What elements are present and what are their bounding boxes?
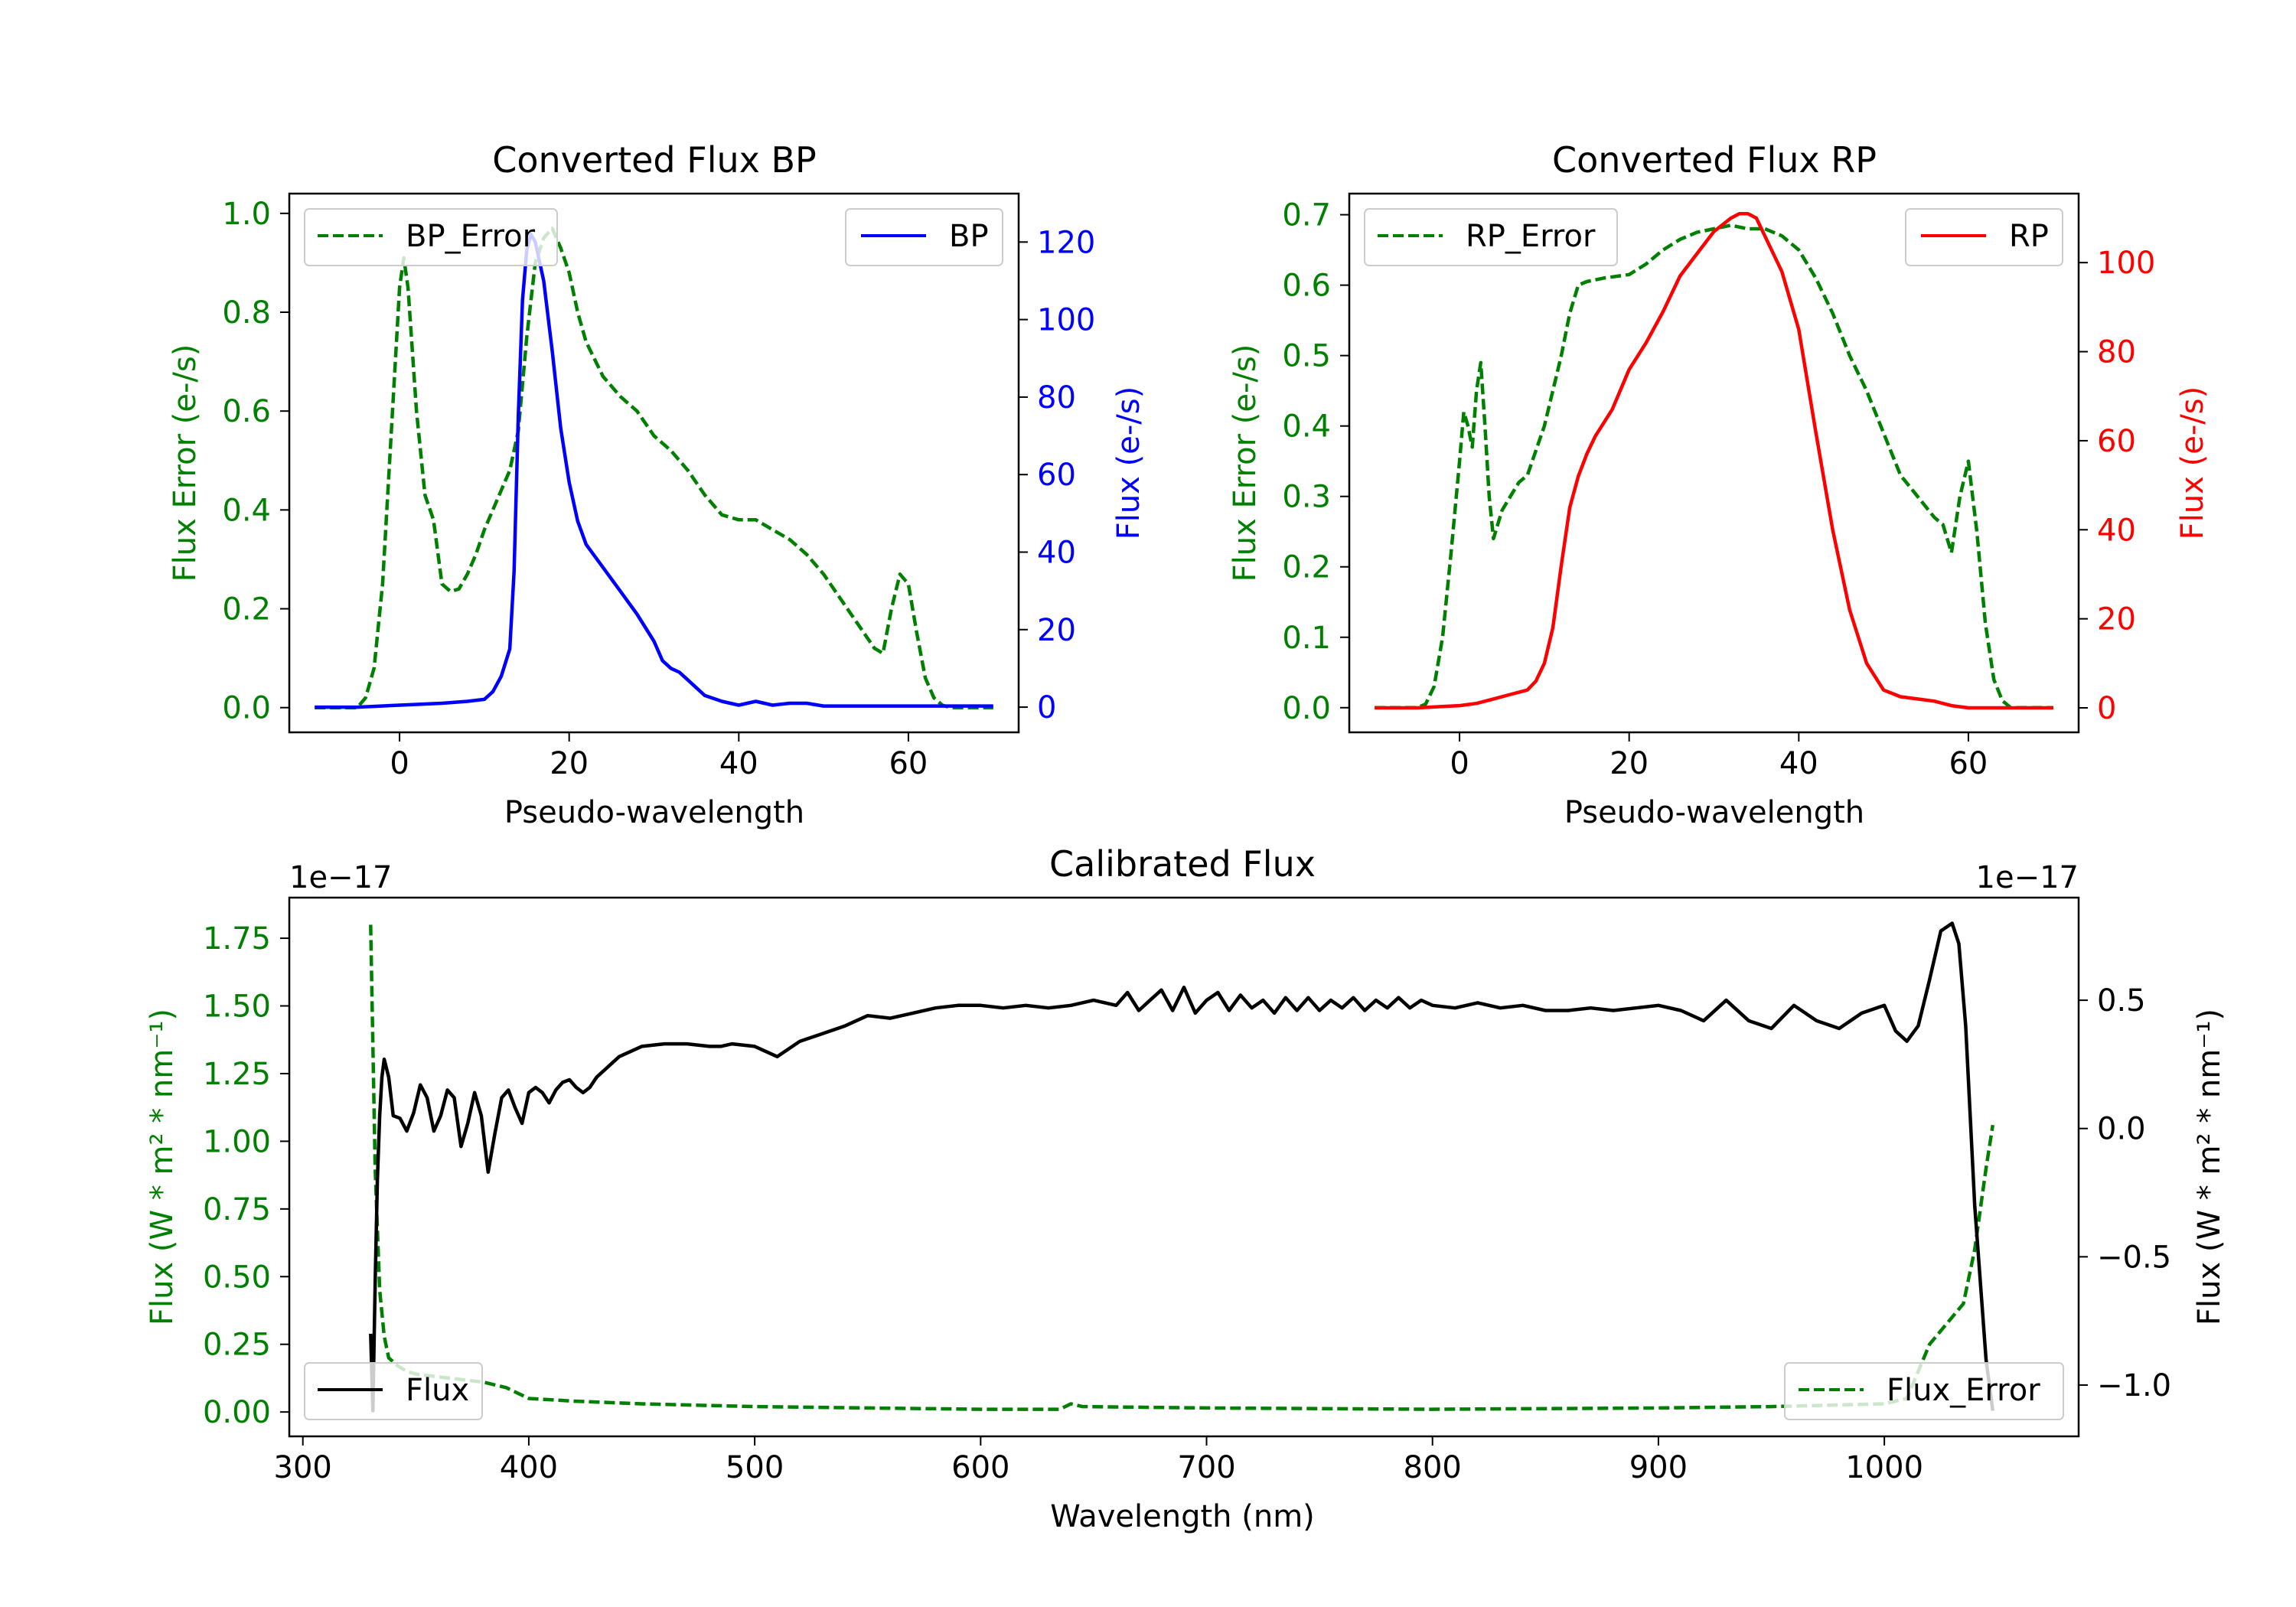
bp-left-axis-label: Flux Error (e-/s) [168, 344, 203, 582]
bp-legend-label: BP [949, 219, 989, 254]
calibrated-x-tick-label: 800 [1404, 1450, 1462, 1485]
bp-right-axis-label: Flux (e-/s) [1111, 386, 1146, 539]
bp-series-bp [315, 232, 993, 709]
bp-left-y-tick-label: 0.6 [222, 394, 271, 429]
rp-right-y-tick-label: 60 [2097, 424, 2136, 459]
bp-right-y-tick-label: 20 [1037, 613, 1076, 648]
calibrated-series-flux [369, 921, 1995, 1413]
rp-chart: Converted Flux RP 0 20 40 60 0.0 0.1 0.2 0.3 0.4… [1228, 139, 2210, 830]
bp-error-legend-label: BP_Error [406, 219, 536, 254]
calibrated-x-tick-label: 600 [951, 1450, 1009, 1485]
rp-series-rp [1375, 211, 2053, 710]
bp-error-legend: BP_Error [304, 208, 558, 266]
calibrated-left-offset: 1e−17 [289, 860, 392, 895]
calibrated-right-offset: 1e−17 [1976, 860, 2079, 895]
calibrated-left-y-tick-label: 0.25 [203, 1328, 271, 1363]
rp-right-y-tick-label: 0 [2097, 691, 2116, 726]
calibrated-axes-frame [288, 896, 2080, 1438]
rp-left-y-tick-label: 0.3 [1282, 480, 1331, 515]
rp-legend: RP [1905, 208, 2063, 266]
bp-x-tick-label: 40 [719, 746, 758, 781]
rp-legend-label: RP [2009, 219, 2049, 254]
rp-left-y-tick-label: 0.6 [1282, 269, 1331, 304]
calibrated-right-y-tick-label: 0.5 [2097, 983, 2146, 1019]
calibrated-x-axis-label: Wavelength (nm) [1050, 1499, 1315, 1534]
flux-error-legend-label: Flux_Error [1887, 1373, 2040, 1408]
rp-x-axis-label: Pseudo-wavelength [1564, 795, 1864, 830]
flux-legend-label: Flux [406, 1373, 469, 1408]
calibrated-x-tick-label: 300 [274, 1450, 332, 1485]
calibrated-x-tick-label: 1000 [1845, 1450, 1923, 1485]
calibrated-chart-title: Calibrated Flux [1049, 843, 1316, 885]
rp-chart-title: Converted Flux RP [1552, 139, 1877, 181]
rp-axes-frame [1348, 192, 2080, 734]
bp-right-y-tick-label: 120 [1037, 225, 1095, 260]
calibrated-left-y-tick-label: 0.75 [203, 1192, 271, 1227]
calibrated-right-y-tick-label: 0.0 [2097, 1112, 2146, 1147]
bp-right-y-tick-label: 0 [1037, 690, 1056, 725]
flux-legend: Flux [304, 1362, 483, 1420]
rp-left-y-tick-label: 0.7 [1282, 198, 1331, 233]
rp-x-tick-label: 0 [1450, 746, 1469, 781]
calibrated-left-y-tick-label: 1.50 [203, 989, 271, 1025]
bp-chart: Converted Flux BP 0 20 40 60 0.0 0.2 0.4 0.6 0.8… [168, 139, 1146, 830]
calibrated-x-tick-label: 900 [1629, 1450, 1688, 1485]
rp-x-tick-label: 20 [1609, 746, 1649, 781]
rp-right-y-tick-label: 100 [2097, 246, 2155, 281]
bp-right-y-tick-label: 100 [1037, 303, 1095, 338]
bp-left-y-tick-label: 0.0 [222, 691, 271, 726]
rp-error-legend-label: RP_Error [1466, 219, 1596, 254]
bp-legend: BP [845, 208, 1003, 266]
rp-left-y-tick-label: 0.5 [1282, 339, 1331, 374]
calibrated-right-y-tick-label: −0.5 [2097, 1240, 2171, 1275]
calibrated-x-tick-label: 400 [500, 1450, 558, 1485]
rp-right-axis-label: Flux (e-/s) [2175, 386, 2210, 539]
rp-error-legend: RP_Error [1364, 208, 1618, 266]
bp-left-y-tick-label: 1.0 [222, 197, 271, 232]
calibrated-left-y-tick-label: 0.50 [203, 1260, 271, 1295]
rp-right-y-tick-label: 20 [2097, 602, 2136, 637]
bp-x-tick-label: 20 [550, 746, 589, 781]
bp-right-y-tick-label: 60 [1037, 458, 1076, 493]
rp-x-tick-label: 60 [1949, 746, 1988, 781]
calibrated-left-axis-label: Flux (W * m² * nm⁻¹) [145, 1009, 180, 1325]
rp-series-rp-error [1375, 223, 2053, 710]
bp-x-axis-label: Pseudo-wavelength [504, 795, 804, 830]
rp-left-y-tick-label: 0.4 [1282, 409, 1331, 445]
bp-axes-frame [288, 192, 1020, 734]
calibrated-left-y-tick-label: 1.00 [203, 1124, 271, 1159]
rp-left-y-tick-label: 0.1 [1282, 621, 1331, 656]
calibrated-right-y-tick-label: −1.0 [2097, 1368, 2171, 1403]
rp-left-y-tick-label: 0.0 [1282, 691, 1331, 726]
calibrated-right-axis-label: Flux (W * m² * nm⁻¹) [2192, 1009, 2227, 1325]
rp-left-y-tick-label: 0.2 [1282, 550, 1331, 585]
calibrated-left-y-tick-label: 0.00 [203, 1395, 271, 1430]
rp-left-axis-label: Flux Error (e-/s) [1228, 344, 1263, 582]
bp-x-tick-label: 60 [889, 746, 928, 781]
rp-right-y-tick-label: 40 [2097, 513, 2136, 548]
calibrated-left-y-tick-label: 1.75 [203, 921, 271, 957]
calibrated-left-y-tick-label: 1.25 [203, 1057, 271, 1092]
rp-x-tick-label: 40 [1779, 746, 1818, 781]
bp-x-tick-label: 0 [390, 746, 409, 781]
bp-series-bp-error [315, 226, 993, 709]
bp-right-y-tick-label: 40 [1037, 535, 1076, 570]
rp-right-y-tick-label: 80 [2097, 335, 2136, 370]
calibrated-x-tick-label: 500 [726, 1450, 784, 1485]
calibrated-chart: Calibrated Flux 1e−17 1e−17 300 400 500 600… [145, 843, 2227, 1534]
calibrated-x-tick-label: 700 [1177, 1450, 1235, 1485]
bp-right-y-tick-label: 80 [1037, 380, 1076, 416]
bp-left-y-tick-label: 0.8 [222, 295, 271, 331]
bp-chart-title: Converted Flux BP [492, 139, 817, 181]
flux-error-legend: Flux_Error [1784, 1362, 2064, 1420]
bp-left-y-tick-label: 0.2 [222, 592, 271, 627]
bp-left-y-tick-label: 0.4 [222, 493, 271, 528]
